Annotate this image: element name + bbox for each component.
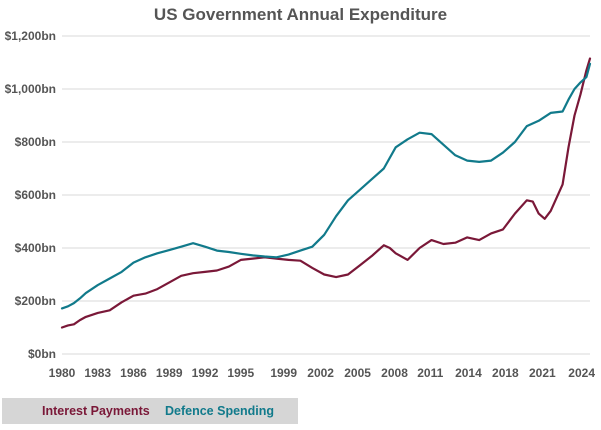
- y-tick-label: $400bn: [15, 241, 56, 255]
- y-tick-label: $1,000bn: [5, 82, 56, 96]
- series-lines: [60, 57, 592, 329]
- legend: Interest Payments Defence Spending: [2, 398, 298, 424]
- y-tick-label: $0bn: [28, 347, 56, 361]
- x-tick-label: 2008: [381, 366, 408, 380]
- x-axis-ticks: 1980 1983 1986 1989 1992 1995 1999 2002 2005 2008…: [49, 366, 596, 380]
- gridlines: [62, 35, 590, 355]
- x-tick-label: 1986: [120, 366, 147, 380]
- x-tick-label: 2018: [492, 366, 519, 380]
- x-tick-label: 1980: [49, 366, 76, 380]
- x-tick-label: 1995: [227, 366, 254, 380]
- x-tick-label: 1989: [156, 366, 183, 380]
- x-tick-label: 2014: [455, 366, 482, 380]
- x-tick-label: 1992: [192, 366, 219, 380]
- chart-title: US Government Annual Expenditure: [153, 5, 448, 24]
- x-tick-label: 2011: [417, 366, 443, 380]
- x-tick-label: 2024: [568, 366, 595, 380]
- y-tick-label: $800bn: [15, 135, 56, 149]
- y-axis-ticks: $0bn $200bn $400bn $600bn $800bn $1,000bn $1,2…: [5, 29, 56, 361]
- series-line-interest-payments: [60, 57, 592, 329]
- x-tick-label: 2005: [344, 366, 371, 380]
- series-line-defence-spending: [60, 62, 592, 310]
- y-tick-label: $1,200bn: [5, 29, 56, 43]
- x-tick-label: 1983: [84, 366, 111, 380]
- x-tick-label: 2002: [307, 366, 334, 380]
- legend-item-defence-spending[interactable]: Defence Spending: [165, 404, 275, 418]
- y-tick-label: $600bn: [15, 188, 56, 202]
- x-tick-label: 1999: [270, 366, 297, 380]
- legend-item-interest-payments[interactable]: Interest Payments: [42, 404, 150, 418]
- y-tick-label: $200bn: [15, 294, 56, 308]
- x-tick-label: 2021: [529, 366, 556, 380]
